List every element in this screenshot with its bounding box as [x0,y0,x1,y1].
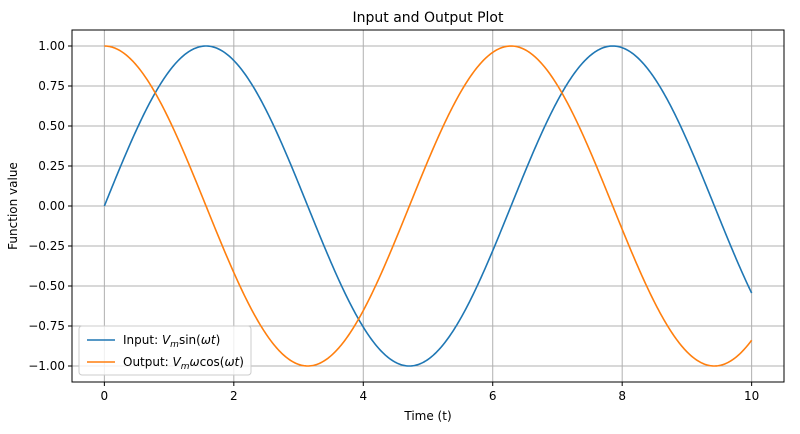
y-tick-label: −0.50 [28,279,65,293]
y-axis: 1.00 0.75 0.50 0.25 0.00 −0.25 −0.50 −0.75 −1.00 [28,39,72,373]
legend-label: Output: Vmωcos(ωt) [123,355,244,372]
legend-box [78,325,252,376]
y-tick-label: 0.25 [38,159,65,173]
y-tick-label: 0.75 [38,79,65,93]
series-line-output [104,45,753,367]
y-tick-label: −1.00 [28,359,65,373]
grid [72,30,784,382]
x-tick-label: 8 [618,389,626,403]
chart-title: Input and Output Plot [353,10,504,26]
legend-label: Input: Vmsin(ωt) [123,333,220,350]
legend: Input: Vmsin(ωt) Output: Vmωcos(ωt) [78,325,252,376]
x-tick-label: 6 [489,389,497,403]
y-tick-label: 0.00 [38,199,65,213]
y-tick-label: −0.25 [28,239,65,253]
x-axis: 0 2 4 6 8 10 [101,382,759,403]
x-tick-label: 2 [230,389,238,403]
x-tick-label: 10 [744,389,759,403]
y-tick-label: 0.50 [38,119,65,133]
y-axis-label: Function value [6,162,20,250]
series-line-input [103,45,753,367]
x-tick-label: 0 [101,389,109,403]
x-axis-label: Time (t) [403,409,451,423]
series-group [103,45,753,367]
y-tick-label: −0.75 [28,319,65,333]
y-tick-label: 1.00 [38,39,65,53]
x-tick-label: 4 [359,389,367,403]
